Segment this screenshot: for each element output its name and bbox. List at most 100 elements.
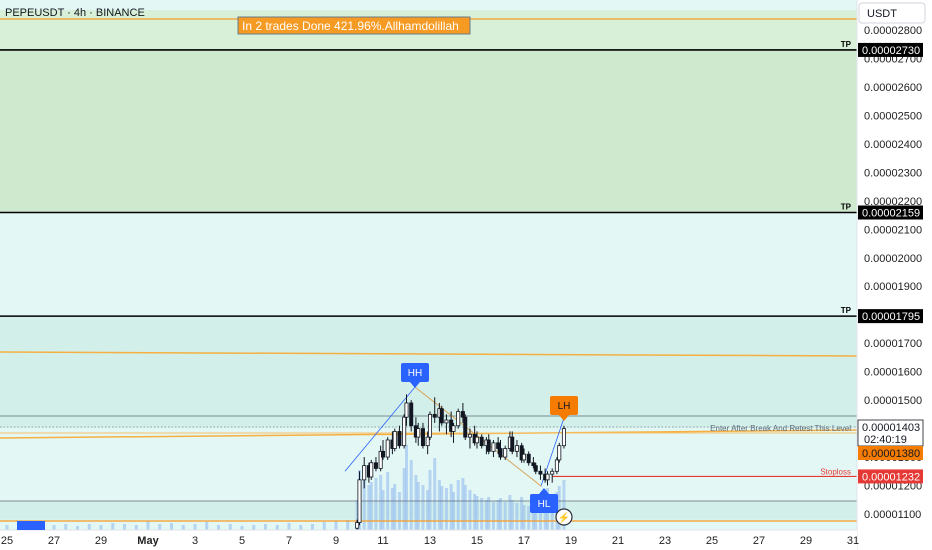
currency-button[interactable]: USDT	[858, 2, 926, 24]
volume-bar	[499, 498, 502, 530]
candle-body	[362, 465, 367, 481]
volume-bar	[287, 523, 291, 530]
time-tick-label: 3	[192, 535, 198, 547]
candle-body	[557, 445, 562, 461]
volume-bar	[369, 482, 373, 530]
volume-bar	[461, 478, 465, 530]
candle-body	[554, 459, 559, 472]
swing-label-hh: HH	[401, 363, 429, 388]
volume-bar	[393, 484, 397, 530]
candle-body	[444, 419, 449, 424]
volume-bar	[538, 498, 542, 530]
time-tick-label: 29	[800, 535, 812, 547]
volume-bar	[421, 485, 425, 530]
volume-bar	[508, 495, 512, 530]
swing-labels-layer: HH HL LH	[401, 363, 578, 513]
candle-body	[373, 462, 378, 469]
svg-text:0.00001380: 0.00001380	[862, 448, 920, 460]
volume-bar	[463, 485, 467, 530]
zones-layer	[0, 10, 857, 520]
candle-body	[533, 465, 538, 472]
volume-bar	[496, 500, 500, 530]
candle-body	[432, 413, 437, 418]
price-tags-layer: 0.00002730 0.00002159 0.00001795 0.00001232…	[857, 42, 924, 484]
price-tick-label: 0.00001700	[864, 338, 922, 350]
volume-bar	[534, 500, 538, 530]
price-tick-label: 0.00002100	[864, 224, 922, 236]
tp-label: TP	[841, 40, 852, 49]
price-tick-label: 0.00002400	[864, 139, 922, 151]
time-tick-label: 7	[286, 535, 292, 547]
zone-tp-range	[0, 49, 857, 213]
lightning-button[interactable]: ⚡	[555, 508, 573, 526]
volume-bar	[158, 524, 162, 530]
volume-bar	[146, 521, 150, 530]
volume-bar	[240, 526, 244, 530]
time-marker	[17, 521, 45, 530]
volume-bar	[87, 524, 91, 530]
volume-bar	[123, 524, 126, 530]
volume-bar	[381, 490, 385, 530]
candle-body	[561, 428, 566, 447]
swing-zigzag-orange	[414, 386, 542, 487]
candle-body	[550, 470, 555, 475]
candle-body	[531, 462, 536, 466]
trendline-upper	[0, 351, 858, 357]
tp-label: TP	[841, 306, 852, 315]
volume-bar	[433, 458, 437, 530]
candle-body	[451, 425, 456, 432]
candle-body	[503, 448, 508, 458]
price-tick-label: 0.00002600	[864, 82, 922, 94]
volume-bar	[503, 502, 507, 530]
candle-body	[514, 445, 519, 452]
volume-bar	[510, 500, 514, 530]
time-tick-label: 17	[518, 535, 530, 547]
volume-bar	[402, 468, 406, 530]
candle-body	[538, 470, 543, 475]
tp-label: TP	[841, 202, 852, 211]
time-tick-label: 11	[377, 535, 388, 547]
volume-bar	[193, 524, 197, 530]
candle-body	[456, 411, 461, 427]
candle-body	[510, 436, 515, 452]
swing-label-text: LH	[558, 401, 571, 412]
volume-bar	[374, 478, 378, 530]
time-tick-label: 27	[753, 535, 765, 547]
volume-bar	[416, 482, 420, 530]
volume-bar	[557, 486, 561, 530]
volume-bar	[367, 485, 371, 530]
candle-body	[427, 413, 432, 438]
volume-bar	[484, 500, 488, 530]
volume-bar	[522, 505, 526, 530]
volume-bar	[205, 522, 209, 530]
time-tick-label: 23	[659, 535, 671, 547]
candle-body	[378, 450, 383, 469]
volume-bar	[299, 525, 303, 530]
volume-bar	[64, 524, 68, 530]
orange-price-tag: 0.00001380	[858, 446, 923, 460]
candle-body	[479, 436, 484, 447]
svg-text:0.00001232: 0.00001232	[862, 471, 920, 483]
volume-bar	[480, 498, 484, 530]
banner-text: In 2 trades Done 421.96%.Allhamdolillah	[242, 19, 459, 33]
volume-bar	[527, 506, 531, 530]
lightning-icon: ⚡	[558, 511, 570, 524]
volume-bar	[390, 488, 394, 530]
volume-bar	[76, 526, 79, 530]
volume-bar	[275, 525, 279, 530]
volume-bar	[444, 488, 448, 530]
price-tick-label: 0.00001500	[864, 395, 922, 407]
volume-bar	[111, 523, 115, 530]
volume-bar	[468, 490, 472, 530]
volume-bar	[181, 525, 185, 530]
symbol-title: PEPEUSDT · 4h · BINANCE	[5, 7, 145, 19]
time-tick-label: 5	[239, 535, 245, 547]
volume-bar	[228, 524, 232, 530]
volume-bar	[449, 484, 453, 530]
svg-text:0.00001795: 0.00001795	[862, 311, 920, 323]
time-tick-label: 13	[424, 535, 436, 547]
candle-body	[526, 453, 531, 464]
volume-bar	[437, 480, 441, 530]
volume-bar	[311, 524, 314, 530]
